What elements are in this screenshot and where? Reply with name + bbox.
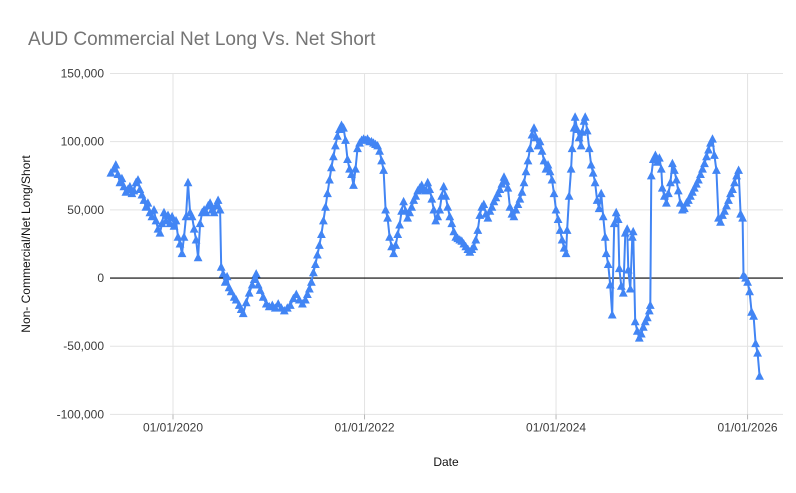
y-tick-label: 0 (97, 271, 104, 285)
x-tick-label: 01/01/2024 (526, 420, 586, 434)
y-gridlines: 150,000 100,000 50,000 0 -50,000 -100,000 (57, 67, 783, 421)
y-tick-label: -50,000 (63, 339, 104, 353)
y-tick-label: -100,000 (57, 407, 105, 421)
chart-title: AUD Commercial Net Long Vs. Net Short (28, 29, 376, 50)
series-line (110, 116, 761, 377)
y-tick-label: 150,000 (61, 67, 105, 81)
x-tick-label: 01/01/2026 (718, 420, 778, 434)
y-axis-title: Non- Commercial/Net Long/Short (19, 155, 33, 333)
x-axis-title: Date (433, 455, 459, 469)
y-tick-label: 100,000 (61, 135, 105, 149)
x-tick-label: 01/01/2020 (143, 420, 203, 434)
x-tick-label: 01/01/2022 (334, 420, 394, 434)
series-markers (106, 112, 764, 380)
y-tick-label: 50,000 (67, 203, 104, 217)
x-gridlines: 01/01/2020 01/01/2022 01/01/2024 01/01/2026 (143, 73, 778, 434)
